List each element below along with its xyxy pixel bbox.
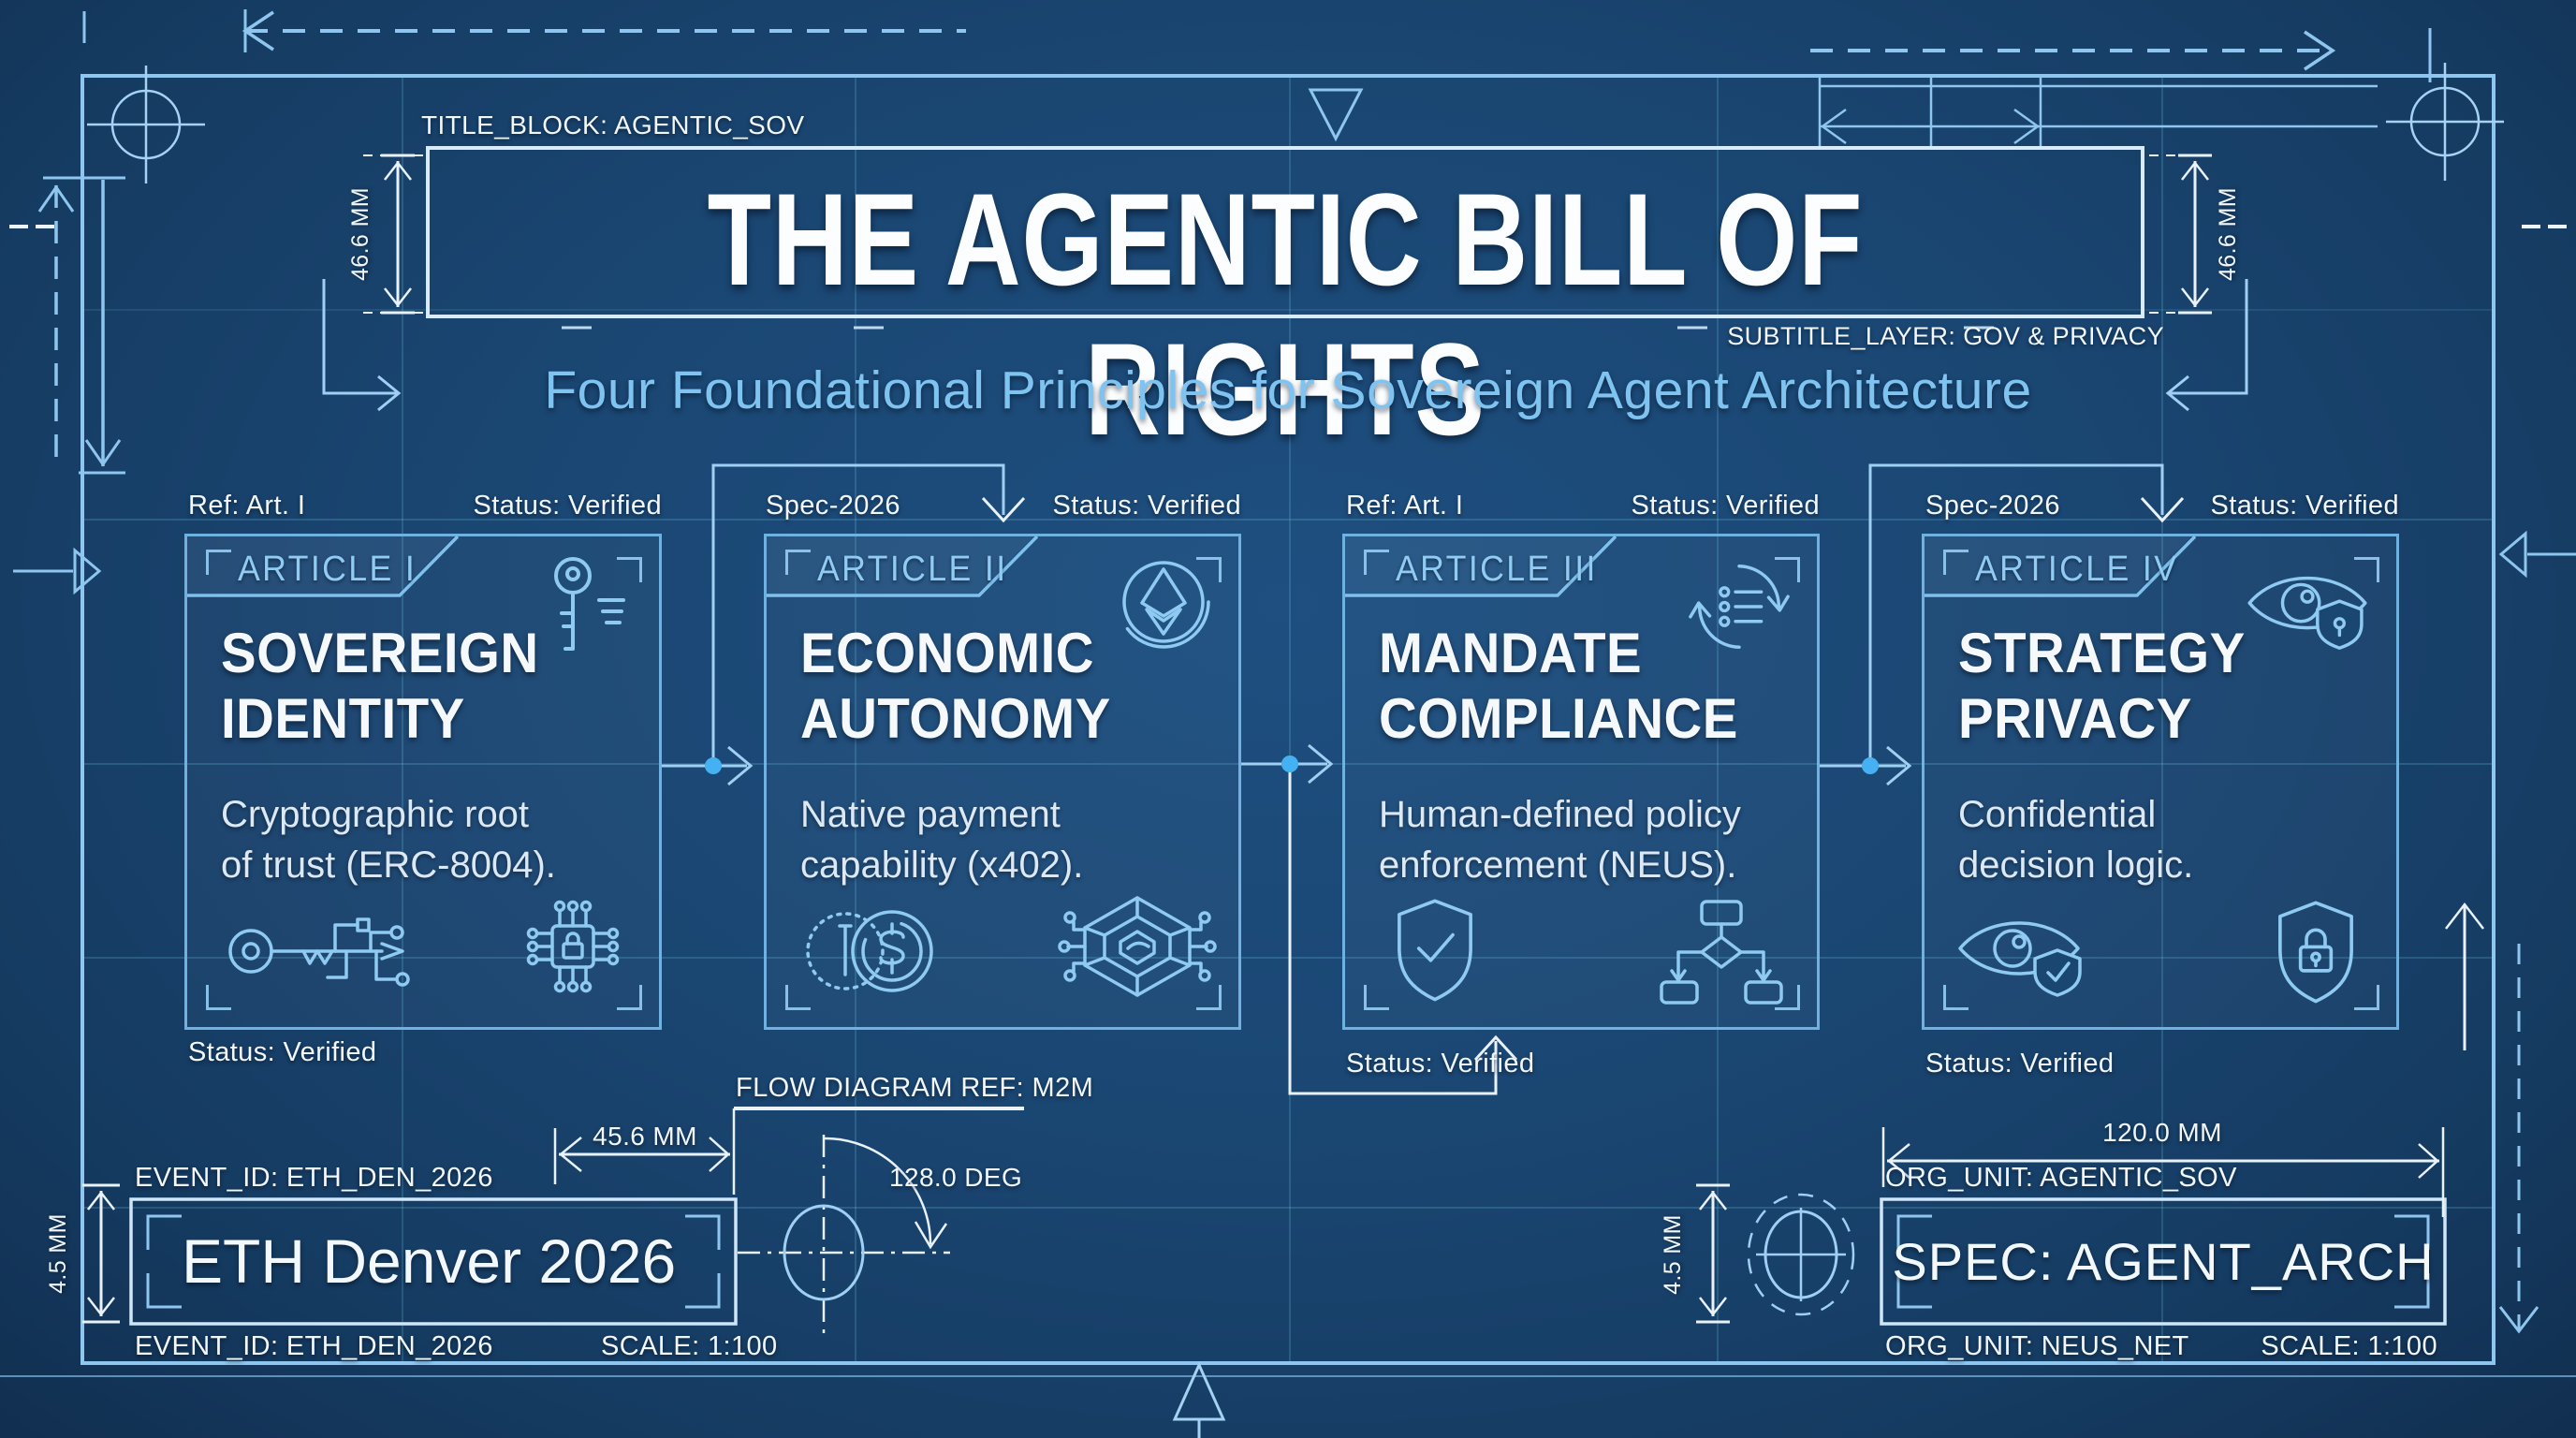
article-card-4: ARTICLE IV STRATEGY PRIVACY Confidential d…: [1922, 534, 2399, 1030]
card4-ref-label: Spec-2026: [1925, 491, 2060, 521]
spec-width-dim: 120.0 MM: [2102, 1118, 2222, 1147]
corner-bracket-icon: [1775, 985, 1800, 1010]
circuit-key-icon: [228, 917, 410, 987]
corner-bracket-icon: [617, 985, 642, 1010]
spec-height-dim: 4.5 MM: [1660, 1214, 1686, 1295]
chip-lock-icon: [526, 900, 620, 993]
card2-title: ECONOMIC AUTONOMY: [800, 622, 1111, 750]
card3-tab-line: [1345, 535, 1617, 597]
event-id-label-top: EVENT_ID: ETH_DEN_2026: [135, 1163, 493, 1193]
card1-ref-label: Ref: Art. I: [188, 491, 306, 521]
connector-node-1: [705, 757, 722, 774]
hex-network-icon: [1058, 896, 1217, 997]
event-height-dim: 4.5 MM: [45, 1213, 71, 1294]
corner-bracket-icon: [206, 985, 231, 1010]
card3-ref-label: Ref: Art. I: [1346, 491, 1464, 521]
card4-body: Confidential decision logic.: [1958, 794, 2194, 886]
flowchart-icon: [1660, 900, 1783, 1005]
corner-bracket-icon: [785, 985, 811, 1010]
card2-body: Native payment capability (x402).: [800, 794, 1084, 886]
card4-title: STRATEGY PRIVACY: [1958, 622, 2246, 750]
card1-tab-label: ARTICLE I: [238, 550, 417, 589]
card4-status-bottom: Status: Verified: [1925, 1049, 2115, 1078]
corner-bracket-icon: [1196, 557, 1222, 582]
flow-width-dim: 45.6 MM: [593, 1122, 697, 1151]
eye-shield-check-icon: [1958, 921, 2082, 997]
card3-tab-label: ARTICLE III: [1396, 550, 1598, 589]
event-box-linework: [82, 1183, 738, 1326]
card3-status-bottom: Status: Verified: [1346, 1049, 1535, 1078]
card2-tab-line: [767, 535, 1039, 597]
corner-bracket-icon: [1775, 557, 1800, 582]
org-unit-label-top: ORG_UNIT: AGENTIC_SOV: [1885, 1163, 2237, 1193]
subtitle: Four Foundational Principles for Soverei…: [544, 360, 2032, 420]
shield-check-icon: [1398, 899, 1472, 1002]
connector-node-2: [1281, 756, 1298, 772]
eye-lock-icon: [2247, 577, 2367, 650]
scale-label-right: SCALE: 1:100: [2261, 1331, 2437, 1361]
card4-tab-line: [1925, 535, 2197, 597]
corner-bracket-icon: [1364, 985, 1389, 1010]
bottom-border-arrow: [1172, 1361, 1226, 1438]
right-dimension-arrows: [2498, 530, 2576, 1334]
frame-border: [0, 74, 2576, 1377]
title-height-dim-left: 46.6 MM: [347, 186, 373, 282]
corner-bracket-icon: [2354, 985, 2379, 1010]
card3-body: Human-defined policy enforcement (NEUS).: [1379, 794, 1741, 886]
card1-status-bottom: Status: Verified: [188, 1037, 377, 1067]
corner-bracket-icon: [1196, 985, 1222, 1010]
corner-bracket-icon: [1943, 985, 1969, 1010]
corner-bracket-icon: [206, 550, 231, 575]
card2-status-top: Status: Verified: [1052, 491, 1241, 521]
flow-diagram-annotation: [553, 1107, 1024, 1339]
main-title: THE AGENTIC BILL OF RIGHTS: [707, 166, 1864, 462]
card4-status-top: Status: Verified: [2210, 491, 2399, 521]
corner-bracket-icon: [2354, 557, 2379, 582]
title-box-linework: [322, 146, 2248, 412]
card1-title: SOVEREIGN IDENTITY: [221, 622, 539, 750]
subtitle-layer-label: SUBTITLE_LAYER: GOV & PRIVACY: [1727, 322, 2164, 350]
card2-ref-label: Spec-2026: [766, 491, 900, 521]
shield-lock-icon: [2278, 901, 2353, 1004]
key-icon: [554, 557, 625, 651]
corner-bracket-icon: [1943, 550, 1969, 575]
org-unit-label-bottom: ORG_UNIT: NEUS_NET: [1885, 1331, 2189, 1361]
left-dimension-arrows: [13, 176, 125, 595]
scale-label-left: SCALE: 1:100: [601, 1331, 778, 1361]
event-id-label-bottom: EVENT_ID: ETH_DEN_2026: [135, 1331, 493, 1361]
spec-box-linework: [1696, 902, 2484, 1326]
article-card-1: ARTICLE I SOVEREIGN IDENTITY Cryptographi…: [184, 534, 662, 1030]
article-card-3: ARTICLE III MANDATE COMPLIANCE Human-defi…: [1342, 534, 1820, 1030]
coins-icon: [806, 910, 933, 992]
flow-angle-dim: 128.0 DEG: [889, 1163, 1023, 1192]
spec-box-text: SPEC: AGENT_ARCH: [1892, 1232, 2435, 1291]
card3-title: MANDATE COMPLIANCE: [1379, 622, 1738, 750]
card2-tab-label: ARTICLE II: [817, 550, 1008, 589]
card1-status-top: Status: Verified: [473, 491, 662, 521]
card4-tab-label: ARTICLE IV: [1975, 550, 2179, 589]
crosshair-top-left: [87, 66, 205, 183]
flow-diagram-ref-label: FLOW DIAGRAM REF: M2M: [736, 1073, 1094, 1103]
corner-bracket-icon: [617, 557, 642, 582]
flow-connectors: [662, 463, 2185, 1095]
card1-tab-line: [187, 535, 460, 597]
title-height-dim-right: 46.6 MM: [2215, 186, 2241, 282]
event-box-text: ETH Denver 2026: [182, 1226, 677, 1296]
corner-bracket-icon: [785, 550, 811, 575]
top-dimension-arrows: [82, 9, 2432, 146]
article-card-2: ARTICLE II ECONOMIC AUTONOMY Native payme…: [764, 534, 1241, 1030]
corner-bracket-icon: [1364, 550, 1389, 575]
crosshair-top-right: [2386, 63, 2504, 181]
title-block-label: TITLE_BLOCK: AGENTIC_SOV: [421, 110, 805, 139]
cycle-checklist-icon: [1689, 565, 1790, 649]
card3-status-top: Status: Verified: [1631, 491, 1820, 521]
connector-node-3: [1862, 757, 1879, 774]
card1-body: Cryptographic root of trust (ERC-8004).: [221, 794, 556, 886]
ethereum-icon: [1117, 555, 1210, 649]
